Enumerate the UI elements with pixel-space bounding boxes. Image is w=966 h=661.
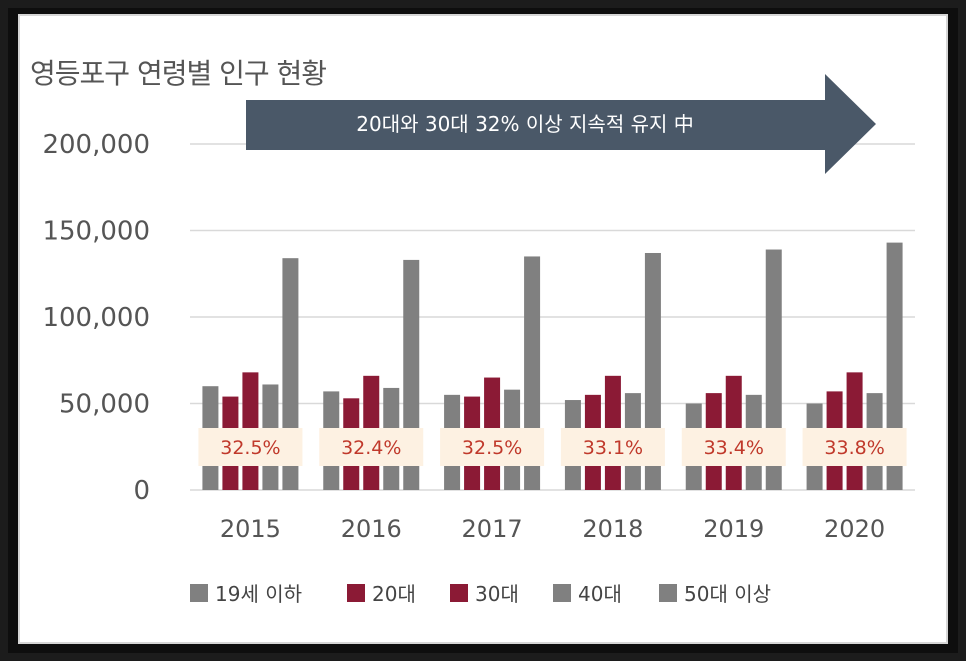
share-label-box bbox=[681, 428, 786, 466]
legend-label: 50대 이상 bbox=[684, 582, 771, 606]
share-label: 32.4% bbox=[341, 437, 401, 459]
share-label: 33.8% bbox=[824, 437, 884, 459]
trend-arrow bbox=[246, 74, 876, 174]
legend-swatch bbox=[553, 584, 571, 602]
share-label: 32.5% bbox=[462, 437, 522, 459]
legend-label: 19세 이하 bbox=[215, 582, 302, 606]
x-tick-label: 2020 bbox=[824, 515, 885, 543]
share-label: 32.5% bbox=[220, 437, 280, 459]
x-tick-label: 2018 bbox=[582, 515, 643, 543]
legend-label: 20대 bbox=[372, 582, 416, 606]
x-tick-label: 2015 bbox=[220, 515, 281, 543]
x-tick-label: 2016 bbox=[341, 515, 402, 543]
share-label-box bbox=[198, 428, 303, 466]
legend-swatch bbox=[659, 584, 677, 602]
share-label-box bbox=[560, 428, 665, 466]
legend-label: 40대 bbox=[578, 582, 622, 606]
x-tick-label: 2017 bbox=[462, 515, 523, 543]
chart-title: 영등포구 연령별 인구 현황 bbox=[30, 57, 327, 90]
y-tick-label: 150,000 bbox=[42, 217, 150, 247]
trend-arrow-label: 20대와 30대 32% 이상 지속적 유지 中 bbox=[356, 112, 694, 136]
share-label-box bbox=[440, 428, 545, 466]
legend-label: 30대 bbox=[475, 582, 519, 606]
share-label: 33.4% bbox=[704, 437, 764, 459]
legend-swatch bbox=[190, 584, 208, 602]
y-tick-label: 200,000 bbox=[42, 130, 150, 160]
share-label-box bbox=[319, 428, 424, 466]
x-tick-label: 2019 bbox=[703, 515, 764, 543]
y-tick-label: 50,000 bbox=[59, 390, 150, 420]
legend-swatch bbox=[347, 584, 365, 602]
y-tick-label: 100,000 bbox=[42, 303, 150, 333]
y-tick-label: 0 bbox=[133, 476, 150, 506]
share-label: 33.1% bbox=[583, 437, 643, 459]
legend-swatch bbox=[450, 584, 468, 602]
share-label-box bbox=[802, 428, 907, 466]
